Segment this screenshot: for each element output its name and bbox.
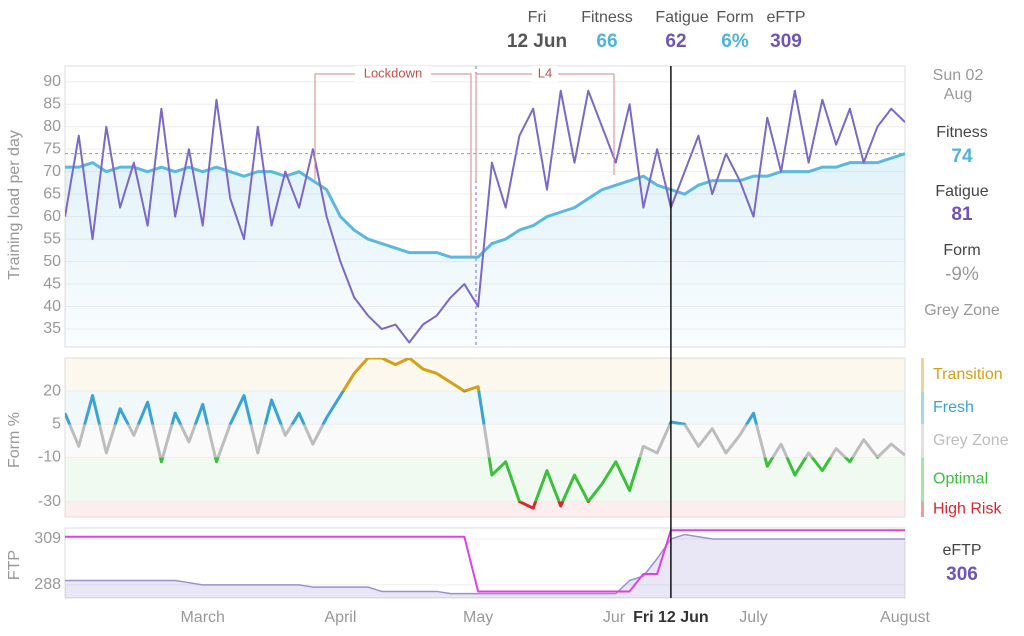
y-tick-label: 35 (43, 320, 61, 337)
side-date: Sun 02 Aug (932, 67, 984, 103)
y-tick-label: 60 (43, 208, 61, 225)
series-group (65, 529, 905, 598)
zone-label: Grey Zone (933, 432, 1009, 449)
y-axis-label: FTP (6, 550, 23, 580)
backgrounds: Transition Fresh Grey Zone Optimal High Risk (65, 358, 1009, 518)
panel-frame (64, 357, 906, 518)
panel-frame (64, 527, 906, 599)
header-day: Fri (528, 9, 547, 26)
data (65, 89, 905, 598)
y-tick-label: 50 (43, 253, 61, 270)
zone-band (65, 457, 905, 502)
side-label: Form (943, 242, 980, 259)
header-value: 6% (721, 31, 749, 52)
header-label: Form (716, 9, 753, 26)
series-group (65, 89, 905, 347)
y-tick-label: 309 (34, 530, 61, 547)
area (65, 534, 905, 598)
side-value: 306 (946, 564, 978, 585)
zone-band (65, 391, 905, 425)
y-tick-label: 75 (43, 140, 61, 157)
side-value: 74 (951, 146, 973, 167)
y-tick-label: 85 (43, 95, 61, 112)
header-value: 62 (665, 31, 686, 52)
side-value: -9% (945, 264, 979, 285)
y-tick-label: 55 (43, 230, 61, 247)
header-label: Fitness (581, 9, 633, 26)
y-tick-label: -30 (38, 493, 61, 510)
header-value: 309 (770, 31, 802, 52)
header-value: 66 (596, 31, 617, 52)
zone-band (65, 501, 905, 517)
y-tick-label: 5 (52, 415, 61, 432)
header-date: 12 Jun (507, 31, 567, 52)
side-label: Fitness (936, 124, 988, 141)
zone-bar (921, 457, 924, 502)
y-tick-label: 65 (43, 185, 61, 202)
cursor-label: Fri 12 Jun (633, 609, 709, 626)
y-tick-label: 40 (43, 298, 61, 315)
side-label: eFTP (942, 542, 981, 559)
zone-label: High Risk (933, 500, 1002, 517)
y-axis-label: Training load per day (6, 130, 23, 280)
zone-bar (921, 391, 924, 425)
y-axis-label: Form % (6, 412, 23, 468)
line (65, 533, 905, 595)
annotation: L4 (538, 65, 552, 80)
annotation-bg (355, 66, 431, 82)
cursor-label-bg (624, 606, 717, 630)
y-tick-label: 45 (43, 275, 61, 292)
zone-label: Fresh (933, 399, 974, 416)
x-tick-label: April (324, 609, 356, 626)
zone-label: Transition (933, 366, 1003, 383)
zone-band (65, 358, 905, 392)
x-tick-label: August (880, 609, 930, 626)
series-group (65, 358, 905, 510)
x-tick-label: July (739, 609, 767, 626)
y-tick-label: 70 (43, 163, 61, 180)
header-label: Fatigue (655, 9, 708, 26)
y-tick-label: -10 (38, 449, 61, 466)
line (65, 89, 905, 344)
zone-label: Optimal (933, 471, 988, 488)
line (65, 152, 905, 259)
annotation: Lockdown (364, 65, 423, 80)
zone-bar (921, 358, 924, 392)
overlay: Fri 12 Jun (624, 66, 717, 630)
y-tick-label: 90 (43, 73, 61, 90)
x-tick-label: May (463, 609, 493, 626)
line (65, 529, 905, 593)
zone-bar (921, 424, 924, 458)
y-tick-label: 80 (43, 118, 61, 135)
line (65, 358, 905, 510)
annotation-bg (532, 66, 558, 82)
side-zone: Grey Zone (924, 302, 1000, 319)
x-tick-label: Jun (603, 609, 629, 626)
y-tick-label: 288 (34, 576, 61, 593)
zone-bar (921, 501, 924, 517)
side-label: Fatigue (935, 183, 988, 200)
side-value: 81 (951, 204, 973, 225)
x-tick-label: March (180, 609, 224, 626)
y-tick-label: 20 (43, 382, 61, 399)
header-label: eFTP (766, 9, 805, 26)
